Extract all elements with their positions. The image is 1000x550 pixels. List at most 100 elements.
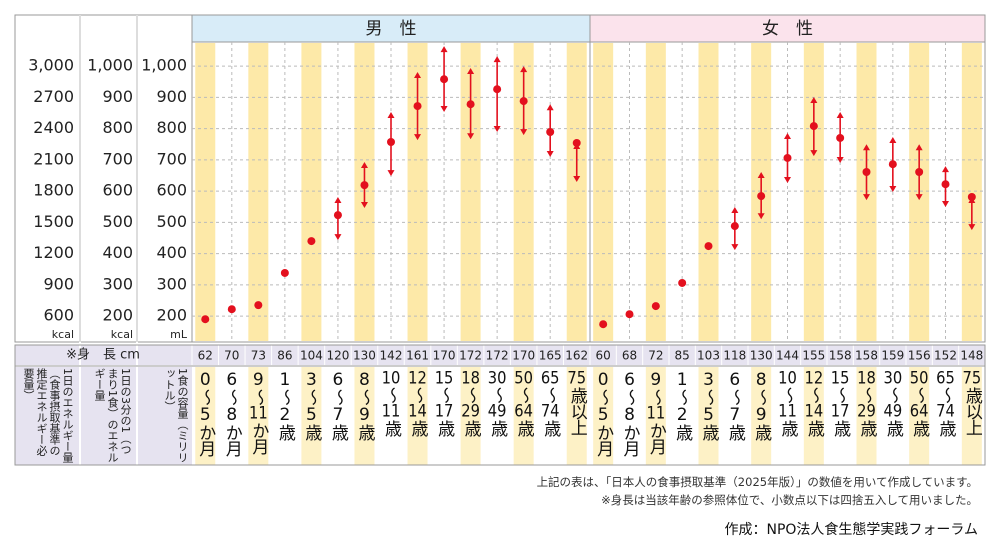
stripe bbox=[407, 43, 428, 341]
height-value: 104 bbox=[300, 349, 323, 363]
age-label: 6～7歳 bbox=[724, 370, 745, 440]
note: ※身長は当該年齢の参照体位で、小数点以下は四捨五入して用いました。 bbox=[601, 493, 978, 507]
point bbox=[333, 211, 342, 220]
height-value: 72 bbox=[648, 349, 663, 363]
age-label: 12～14歳 bbox=[803, 370, 824, 436]
stripe bbox=[407, 367, 428, 465]
point bbox=[625, 310, 634, 319]
arrow-head bbox=[968, 224, 976, 231]
stripe bbox=[248, 43, 269, 341]
stripe bbox=[566, 43, 587, 341]
point bbox=[678, 278, 687, 287]
arrow-head bbox=[520, 66, 528, 73]
arrow-head bbox=[546, 151, 554, 157]
age-label: 1～2歳 bbox=[274, 370, 295, 440]
arrow-head bbox=[731, 207, 739, 213]
y-tick-label: 700 bbox=[156, 149, 187, 168]
stripe bbox=[645, 43, 666, 341]
y-tick-label: 700 bbox=[102, 149, 133, 168]
point bbox=[704, 242, 713, 251]
stripe bbox=[593, 43, 614, 341]
arrow-head bbox=[414, 134, 422, 141]
age-label: 6～7歳 bbox=[327, 370, 348, 440]
arrow-head bbox=[440, 46, 448, 53]
height-value: 73 bbox=[251, 349, 266, 363]
arrow-head bbox=[784, 176, 791, 183]
age-label: 0～5か月 bbox=[593, 370, 614, 456]
height-label: ※身 長 cm bbox=[66, 347, 140, 363]
arrow-head bbox=[863, 194, 870, 201]
height-value: 172 bbox=[459, 349, 482, 363]
age-label: 10～11歳 bbox=[777, 370, 798, 436]
panel-title: 女 性 bbox=[762, 19, 813, 39]
height-row-bg bbox=[590, 345, 985, 365]
y-tick-label: 400 bbox=[156, 243, 187, 262]
height-value: 170 bbox=[512, 349, 535, 363]
arrow-head bbox=[757, 172, 765, 178]
arrow-head bbox=[334, 197, 342, 203]
point bbox=[227, 305, 236, 314]
age-label: 50～64歳 bbox=[513, 370, 534, 436]
arrow-head bbox=[915, 144, 923, 151]
credit: 作成：NPO法人食生態学実践フォーラム bbox=[724, 522, 978, 538]
height-value: 70 bbox=[224, 349, 239, 363]
arrow-head bbox=[493, 56, 501, 63]
height-value: 158 bbox=[855, 349, 878, 363]
age-label: 75歳以上 bbox=[566, 370, 587, 435]
stripe bbox=[301, 43, 322, 341]
stripe bbox=[909, 367, 930, 465]
stripe bbox=[301, 367, 322, 465]
age-label: 9～11か月 bbox=[248, 370, 269, 454]
height-value: 86 bbox=[277, 349, 292, 363]
y-tick-label: 2400 bbox=[33, 118, 74, 137]
point bbox=[440, 75, 449, 84]
row-label-bg bbox=[15, 345, 192, 365]
height-value: 130 bbox=[353, 349, 376, 363]
arrow-head bbox=[493, 126, 501, 132]
arrow-head bbox=[915, 194, 923, 201]
height-value: 158 bbox=[829, 349, 852, 363]
y-tick-label: 800 bbox=[102, 118, 133, 137]
axis-unit: kcal bbox=[52, 328, 74, 341]
stripe bbox=[803, 367, 824, 465]
y-tick-label: 1,000 bbox=[141, 56, 187, 75]
stripe bbox=[698, 367, 719, 465]
y-tick-label: 900 bbox=[43, 274, 74, 293]
arrow-head bbox=[520, 129, 528, 136]
height-value: 170 bbox=[433, 349, 456, 363]
point bbox=[809, 122, 818, 131]
arrow-head bbox=[836, 156, 844, 163]
height-row-bg bbox=[192, 345, 590, 365]
point bbox=[915, 168, 924, 176]
age-label: 75歳以上 bbox=[961, 370, 982, 435]
arrow-head bbox=[757, 213, 765, 220]
height-value: 155 bbox=[802, 349, 825, 363]
age-label: 1～2歳 bbox=[672, 370, 693, 440]
age-label: 6～8か月 bbox=[619, 370, 640, 456]
y-tick-label: 300 bbox=[156, 274, 187, 293]
age-label: 3～5歳 bbox=[698, 370, 719, 440]
arrow-head bbox=[889, 186, 897, 192]
arrow-head bbox=[810, 97, 818, 103]
arrow-head bbox=[360, 201, 368, 208]
point bbox=[783, 153, 792, 162]
arrow-head bbox=[360, 162, 368, 168]
y-tick-label: 1800 bbox=[33, 181, 74, 200]
point bbox=[730, 222, 739, 231]
stripe bbox=[751, 367, 772, 465]
point bbox=[254, 301, 263, 310]
age-label: 12～14歳 bbox=[407, 370, 428, 436]
height-value: 161 bbox=[406, 349, 429, 363]
stripe bbox=[698, 43, 719, 341]
y-tick-label: 1,000 bbox=[87, 56, 133, 75]
note: 上記の表は、「日本人の食事摂取基準（2025年版）」の数値を用いて作成しています… bbox=[536, 475, 978, 489]
stripe bbox=[460, 367, 481, 465]
y-tick-label: 1200 bbox=[33, 243, 74, 262]
y-tick-label: 200 bbox=[156, 306, 187, 325]
stripe bbox=[645, 367, 666, 465]
height-value: 130 bbox=[750, 349, 773, 363]
arrow-head bbox=[942, 201, 949, 207]
point bbox=[967, 193, 976, 201]
height-value: 68 bbox=[622, 349, 637, 363]
age-label: 3～5歳 bbox=[301, 370, 322, 440]
